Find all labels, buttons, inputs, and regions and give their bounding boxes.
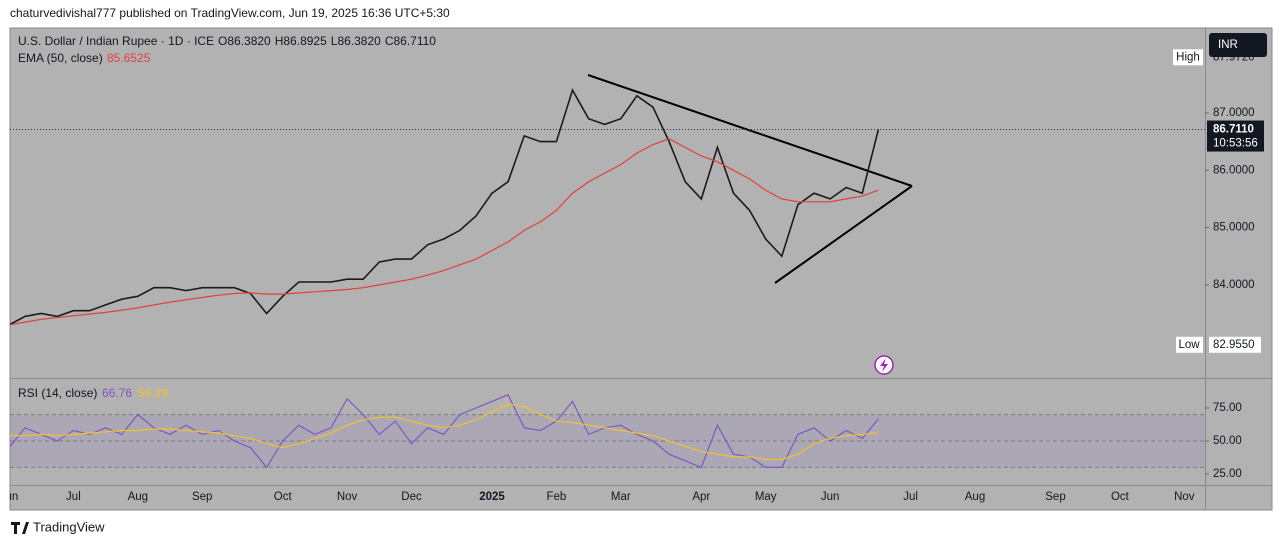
last-price-badge (1207, 120, 1264, 152)
legend-ema-value: 85.6525 (107, 51, 151, 65)
trendline (587, 74, 913, 187)
series-line (10, 394, 879, 469)
y-tick-label: 84.0000 (1213, 279, 1255, 291)
currency: INR (1218, 39, 1238, 51)
header: chaturvedivishal777 published on Trading… (10, 6, 450, 20)
countdown: 10:53:56 (1213, 138, 1258, 150)
x-tick-label: Jul (903, 491, 918, 503)
plot-area (10, 74, 1205, 469)
x-tick-label: Feb (546, 491, 566, 503)
legend-rsi: RSI (14, close) (18, 386, 97, 400)
chart-background (9, 27, 1273, 511)
x-tick-label: Mar (611, 491, 631, 503)
y-tick-label: 25.00 (1213, 468, 1242, 480)
currency-badge (1209, 33, 1267, 57)
x-tick-label: Nov (337, 491, 358, 503)
low-name: Low (1178, 339, 1200, 351)
footer-brand: TradingView (33, 519, 105, 534)
low-value-box (1209, 336, 1261, 353)
time-axis: Jun Jul Aug Sep Oct Nov Dec 2025 Feb Mar Apr May Jun… (0, 491, 1195, 503)
x-tick-label: Jul (66, 491, 81, 503)
series-line (10, 138, 879, 326)
x-tick-label: Sep (192, 491, 212, 503)
high-name: High (1176, 51, 1200, 63)
low-tag (1176, 336, 1203, 353)
y-tick-label: 50.00 (1213, 435, 1242, 447)
y-tick-label: 85.0000 (1213, 222, 1255, 234)
y-tick-label: 75.00 (1213, 402, 1242, 414)
ohlc-value: C86.7110 (385, 34, 436, 48)
ohlc-value: O86.3820 (218, 34, 271, 48)
y-tick-label: 87.0000 (1213, 107, 1255, 119)
legend-symbol: U.S. Dollar / Indian Rupee · 1D · ICE (18, 34, 214, 48)
x-tick-label: Aug (965, 491, 985, 503)
lightning-icon (874, 355, 894, 375)
x-tick-label: Oct (274, 491, 293, 503)
ohlc-value: L86.3820 (331, 34, 381, 48)
x-tick-label: Nov (1174, 491, 1195, 503)
x-tick-label: Jun (821, 491, 840, 503)
low-value: 82.9550 (1213, 339, 1255, 351)
x-tick-label: Aug (128, 491, 148, 503)
legend-rsi-ma-value: 56.29 (138, 386, 168, 400)
x-tick-label: Dec (401, 491, 422, 503)
last-price-label: 86.7110 (1213, 124, 1254, 136)
high-tag (1173, 49, 1203, 66)
x-tick-label: May (755, 491, 777, 503)
footer: TradingView (11, 519, 105, 534)
series-line (10, 88, 880, 326)
ohlc-value: H86.8925 (275, 34, 327, 48)
legend: U.S. Dollar / Indian Rupee · 1D · ICE O8… (18, 34, 436, 400)
y-tick-label: 86.0000 (1213, 164, 1255, 176)
trendline (774, 185, 913, 284)
x-tick-label: Oct (1111, 491, 1130, 503)
legend-ema: EMA (50, close) (18, 51, 103, 65)
legend-rsi-value: 66.76 (102, 386, 132, 400)
series-line (10, 403, 879, 461)
x-tick-label: Apr (692, 491, 710, 503)
x-tick-label: Jun (0, 491, 18, 503)
x-tick-label: Sep (1045, 491, 1065, 503)
legend-ohlc: O86.3820 H86.8925 L86.3820 C86.7110 (218, 34, 436, 48)
x-tick-label: 2025 (479, 491, 505, 503)
